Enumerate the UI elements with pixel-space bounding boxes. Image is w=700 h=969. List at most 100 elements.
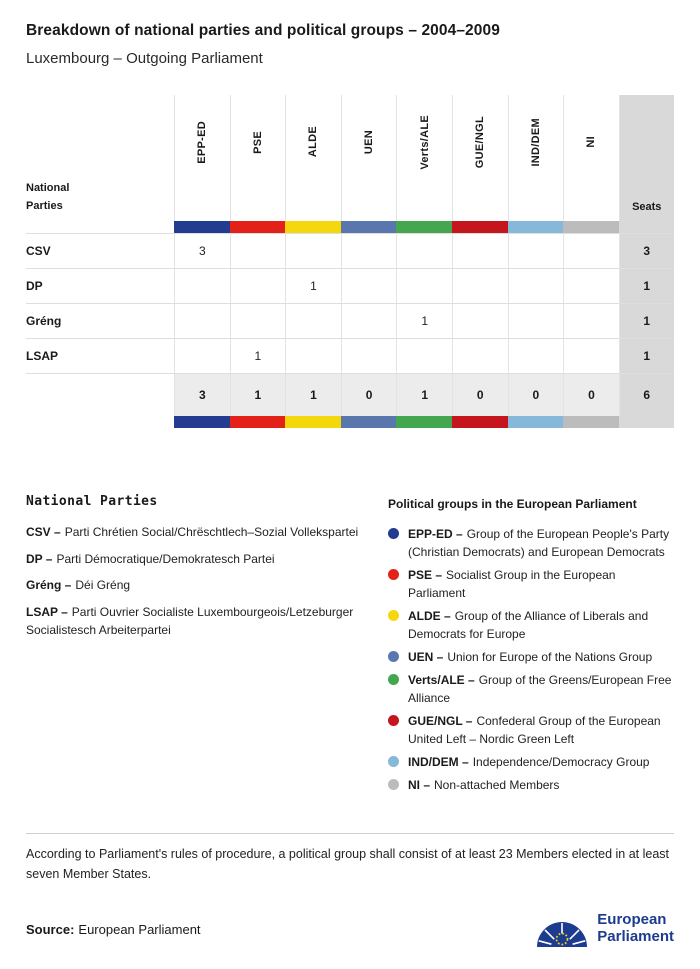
- legend-item-gue-ngl: GUE/NGL – Confederal Group of the Europea…: [388, 712, 674, 748]
- group-color-bar-gue-ngl: [451, 416, 508, 428]
- group-color-bar-gue-ngl: [451, 221, 508, 233]
- legend-item-pse: PSE – Socialist Group in the European Par…: [388, 566, 674, 602]
- group-color-bar-pse: [229, 221, 286, 233]
- total-seats: 6: [618, 373, 674, 416]
- cell-greng-verts-ale: 1: [396, 303, 452, 338]
- cell-lsap-alde: [285, 338, 341, 373]
- political-groups-legend-title: Political groups in the European Parliam…: [388, 497, 637, 511]
- total-alde: 1: [285, 373, 341, 416]
- epp-ed-color-dot: [388, 528, 399, 539]
- column-header-ind-dem: IND/DEM: [507, 95, 564, 221]
- source-line: Source: European Parliament: [26, 922, 201, 937]
- group-color-bar-uen: [340, 221, 397, 233]
- cell-csv-uen: [340, 233, 397, 268]
- column-header-pse: PSE: [229, 95, 286, 221]
- legend-item-greng: Gréng – Déi Gréng: [26, 578, 131, 593]
- legend-item-alde: ALDE – Group of the Alliance of Liberals …: [388, 607, 674, 643]
- legend-item-ind-dem: IND/DEM – Independence/Democracy Group: [388, 753, 674, 771]
- national-parties-legend: National Parties CSV – Parti Chrétien Soc…: [26, 494, 366, 799]
- bar-spacer: [26, 416, 174, 428]
- group-color-bar-epp-ed: [174, 416, 230, 428]
- cell-greng-epp-ed: [174, 303, 230, 338]
- group-color-bar-epp-ed: [174, 221, 230, 233]
- seats-column-bar: [618, 221, 674, 233]
- total-ni: 0: [563, 373, 619, 416]
- legend-item-csv: CSV – Parti Chrétien Social/Chrëschtlech–…: [26, 525, 359, 539]
- group-color-bar-ind-dem: [507, 416, 564, 428]
- cell-greng-ni: [563, 303, 619, 338]
- party-name: DP: [26, 268, 174, 303]
- cell-dp-gue-ngl: [451, 268, 508, 303]
- cell-lsap-ni: [563, 338, 619, 373]
- gue-ngl-color-dot: [388, 715, 399, 726]
- total-ind-dem: 0: [507, 373, 564, 416]
- cell-csv-pse: [229, 233, 286, 268]
- cell-dp-ni: [563, 268, 619, 303]
- total-pse: 1: [229, 373, 286, 416]
- cell-greng-pse: [229, 303, 286, 338]
- total-uen: 0: [340, 373, 397, 416]
- footer-bar: Source: European Parliament European Parl…: [26, 910, 674, 948]
- column-header-epp-ed: EPP-ED: [174, 95, 230, 221]
- total-gue-ngl: 0: [451, 373, 508, 416]
- bar-spacer: [26, 221, 174, 233]
- cell-dp-verts-ale: [396, 268, 452, 303]
- group-color-bar-alde: [285, 416, 341, 428]
- seats-dp: 1: [618, 268, 674, 303]
- legend-item-epp-ed: EPP-ED – Group of the European People's P…: [388, 525, 674, 561]
- column-header-ni: NI: [563, 95, 619, 221]
- group-color-bar-ind-dem: [507, 221, 564, 233]
- group-color-bar-alde: [285, 221, 341, 233]
- seats-greng: 1: [618, 303, 674, 338]
- party-name: LSAP: [26, 338, 174, 373]
- cell-csv-verts-ale: [396, 233, 452, 268]
- cell-lsap-verts-ale: [396, 338, 452, 373]
- group-color-bar-ni: [563, 221, 619, 233]
- cell-csv-epp-ed: 3: [174, 233, 230, 268]
- seats-column-bar: [618, 416, 674, 428]
- cell-lsap-gue-ngl: [451, 338, 508, 373]
- source-label: Source:: [26, 921, 75, 937]
- cell-lsap-epp-ed: [174, 338, 230, 373]
- page-title: Breakdown of national parties and politi…: [26, 22, 500, 39]
- group-color-bar-pse: [229, 416, 286, 428]
- pse-color-dot: [388, 569, 399, 580]
- column-header-seats: Seats: [618, 95, 674, 221]
- procedure-note: According to Parliament's rules of proce…: [26, 847, 669, 881]
- page-subtitle: Luxembourg – Outgoing Parliament: [26, 50, 263, 67]
- ni-color-dot: [388, 779, 399, 790]
- cell-dp-pse: [229, 268, 286, 303]
- column-header-alde: ALDE: [285, 95, 341, 221]
- european-parliament-logo: European Parliament: [536, 910, 674, 948]
- alde-color-dot: [388, 610, 399, 621]
- totals-label-spacer: [26, 373, 174, 416]
- national-parties-legend-title: National Parties: [26, 494, 158, 509]
- footer-divider: [26, 833, 674, 834]
- legend-item-ni: NI – Non-attached Members: [388, 776, 674, 794]
- total-epp-ed: 3: [174, 373, 230, 416]
- party-name: CSV: [26, 233, 174, 268]
- cell-greng-alde: [285, 303, 341, 338]
- source-value: European Parliament: [78, 921, 201, 937]
- cell-csv-gue-ngl: [451, 233, 508, 268]
- ep-hemicycle-icon: [537, 922, 588, 947]
- column-header-verts-ale: Verts/ALE: [396, 95, 452, 221]
- seats-table: National Parties EPP-ED PSE ALDE UEN Ver…: [26, 95, 700, 428]
- legend-item-uen: UEN – Union for Europe of the Nations Gro…: [388, 648, 674, 666]
- uen-color-dot: [388, 651, 399, 662]
- cell-greng-ind-dem: [507, 303, 564, 338]
- legend-item-verts-ale: Verts/ALE – Group of the Greens/European …: [388, 671, 674, 707]
- row-header-national-parties: National Parties: [26, 181, 70, 212]
- cell-dp-alde: 1: [285, 268, 341, 303]
- group-color-bar-verts-ale: [396, 416, 452, 428]
- seats-lsap: 1: [618, 338, 674, 373]
- cell-greng-uen: [340, 303, 397, 338]
- ind-dem-color-dot: [388, 756, 399, 767]
- cell-dp-epp-ed: [174, 268, 230, 303]
- cell-csv-ni: [563, 233, 619, 268]
- cell-dp-uen: [340, 268, 397, 303]
- political-groups-legend: Political groups in the European Parliam…: [388, 494, 674, 799]
- verts-ale-color-dot: [388, 674, 399, 685]
- group-color-bar-uen: [340, 416, 397, 428]
- cell-lsap-pse: 1: [229, 338, 286, 373]
